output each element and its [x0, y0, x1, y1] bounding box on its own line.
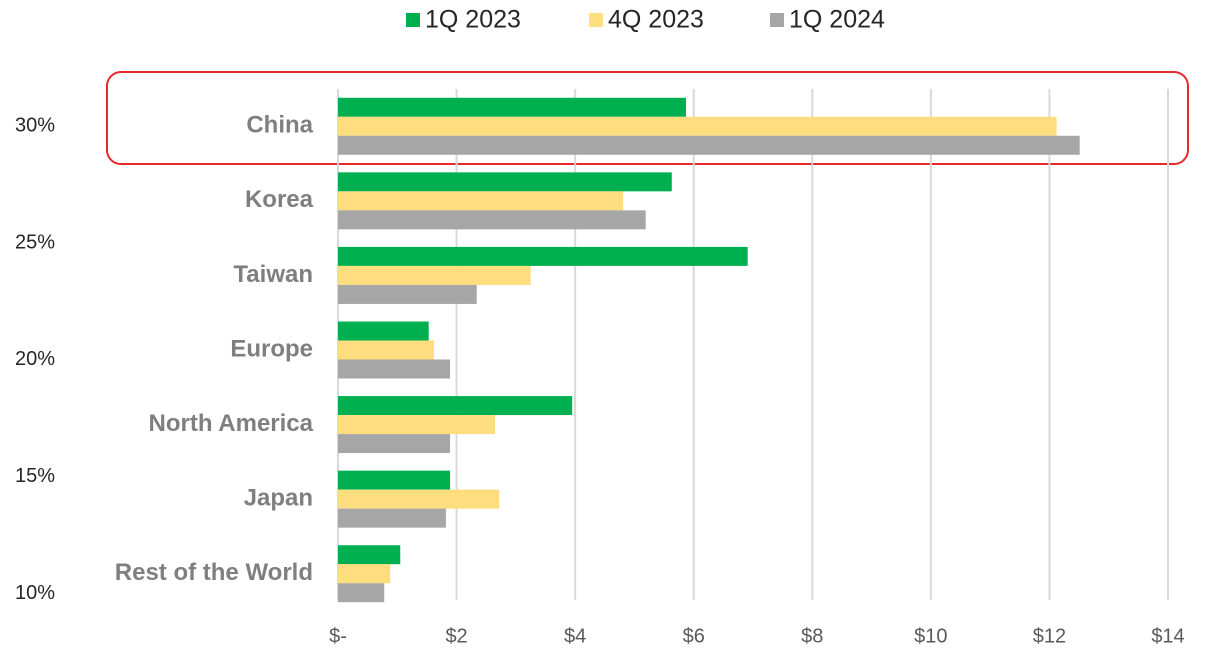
legend-swatch [770, 13, 784, 27]
bar [338, 340, 435, 360]
x-tick-label: $14 [1151, 625, 1184, 647]
x-tick-label: $- [329, 625, 347, 647]
bar [338, 135, 1080, 155]
category-label: North America [149, 410, 314, 437]
bar [338, 116, 1057, 136]
x-tick-label: $10 [914, 625, 947, 647]
bar [338, 396, 573, 416]
legend-swatch [589, 13, 603, 27]
category-label: China [246, 112, 313, 139]
bar [338, 321, 429, 341]
y2-tick-label: 25% [15, 231, 55, 253]
bar [338, 434, 451, 454]
bar [338, 564, 391, 584]
bar [338, 508, 446, 528]
y2-tick-label: 30% [15, 115, 55, 137]
bar [338, 172, 672, 192]
y2-tick-label: 20% [15, 348, 55, 370]
category-label: Korea [245, 186, 314, 213]
category-label: Japan [244, 484, 313, 511]
bar [338, 246, 748, 266]
category-label: Europe [230, 335, 313, 362]
legend-label: 1Q 2023 [425, 6, 521, 34]
y2-tick-label: 15% [15, 465, 55, 487]
highlight-box [106, 71, 1189, 165]
x-tick-label: $8 [801, 625, 823, 647]
category-label: Rest of the World [115, 559, 313, 586]
legend-label: 1Q 2024 [789, 6, 885, 34]
x-tick-label: $2 [445, 625, 467, 647]
y2-tick-label: 10% [15, 582, 55, 604]
bar [338, 583, 385, 603]
category-label: Taiwan [233, 261, 313, 288]
legend-label: 4Q 2023 [608, 6, 704, 34]
bar [338, 489, 500, 509]
bar [338, 191, 624, 211]
bar [338, 265, 531, 285]
x-tick-label: $6 [683, 625, 705, 647]
bar [338, 470, 451, 490]
bar [338, 210, 646, 230]
bar [338, 415, 496, 435]
bar [338, 545, 401, 565]
bar [338, 97, 687, 117]
x-tick-label: $12 [1033, 625, 1066, 647]
bar [338, 284, 477, 304]
bar [338, 359, 451, 379]
legend-swatch [406, 13, 420, 27]
x-tick-label: $4 [564, 625, 586, 647]
